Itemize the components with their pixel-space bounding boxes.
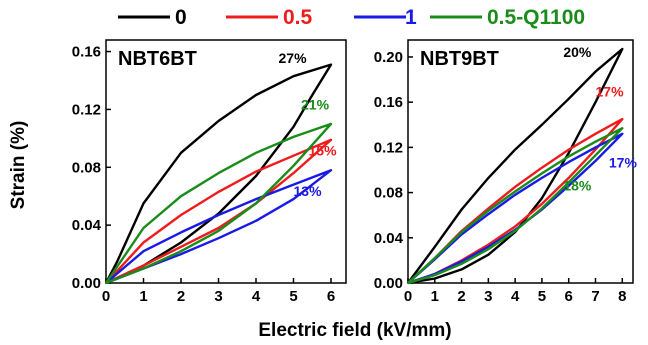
annotation-0-5: 17%: [596, 84, 625, 100]
y-axis-label: Strain (%): [8, 121, 29, 210]
series-loop-0: [407, 47, 624, 285]
series-loop-0-5: [105, 138, 333, 285]
chart-panels: 0 1 2 3 4 5 6 0.00 0.04 0.08 0.12 0.16 27% 15% 13% 21% N…: [72, 39, 638, 305]
y-tick-label: 0.00: [374, 275, 403, 292]
y-tick-label: 0.08: [72, 159, 101, 176]
x-tick-label: 2: [457, 288, 465, 305]
panel-title: NBT6BT: [118, 48, 197, 70]
x-tick-label: 3: [214, 288, 222, 305]
y-tick-label: 0.12: [374, 139, 403, 156]
annotation-0: 27%: [279, 50, 308, 66]
series-loop-1: [407, 132, 624, 285]
series-loop-0: [104, 63, 333, 285]
annotation-1: 13%: [294, 183, 323, 199]
panel-nbt9bt: 0 1 2 3 4 5 6 7 8 0.00 0.04 0.08 0.12 0.16 0.20 20% 17% 1…: [374, 39, 638, 305]
y-tick-label: 0.12: [72, 101, 101, 118]
y-tick-label: 0.08: [374, 185, 403, 202]
annotation-0-5-q1100: 18%: [563, 177, 592, 193]
annotation-0: 20%: [563, 44, 592, 60]
legend-label-1: 1: [405, 6, 417, 29]
x-tick-label: 4: [511, 288, 520, 305]
annotation-0-5-q1100: 21%: [301, 96, 330, 112]
x-tick-label: 1: [139, 288, 147, 305]
y-tick-label: 0.04: [72, 217, 102, 234]
x-tick-label: 0: [102, 288, 110, 305]
series-loop-0-5: [407, 117, 624, 285]
y-tick-label: 0.00: [72, 275, 101, 292]
x-tick-label: 4: [252, 288, 261, 305]
plot-frame: [105, 39, 347, 284]
series-loop-0-5-q1100: [407, 126, 624, 285]
x-tick-label: 3: [484, 288, 492, 305]
plot-frame: [407, 39, 634, 284]
x-tick-label: 2: [177, 288, 185, 305]
legend-label-0-5-q1100: 0.5-Q1100: [487, 6, 585, 29]
x-axis-label: Electric field (kV/mm): [258, 320, 451, 341]
annotation-0-5: 15%: [309, 143, 338, 159]
x-tick-label: 8: [618, 288, 626, 305]
legend-label-0: 0: [175, 6, 187, 29]
x-tick-label: 0: [404, 288, 412, 305]
x-tick-label: 7: [591, 288, 599, 305]
legend-label-0-5: 0.5: [283, 6, 313, 29]
panel-nbt6bt: 0 1 2 3 4 5 6 0.00 0.04 0.08 0.12 0.16 27% 15% 13% 21% N…: [72, 39, 347, 305]
x-tick-label: 6: [565, 288, 573, 305]
annotation-1: 17%: [609, 155, 638, 171]
y-tick-label: 0.16: [72, 44, 101, 61]
y-tick-label: 0.16: [374, 94, 403, 111]
x-tick-label: 5: [289, 288, 297, 305]
y-tick-label: 0.04: [374, 230, 404, 247]
x-tick-label: 6: [327, 288, 335, 305]
legend: 0 0.5 1 0.5-Q1100: [118, 6, 585, 29]
series-loop-0-5-q1100: [105, 122, 333, 285]
panel-title: NBT9BT: [420, 48, 499, 70]
y-tick-label: 0.20: [374, 49, 403, 66]
x-tick-label: 1: [431, 288, 439, 305]
series-loop-1: [105, 169, 333, 285]
x-tick-label: 5: [538, 288, 546, 305]
